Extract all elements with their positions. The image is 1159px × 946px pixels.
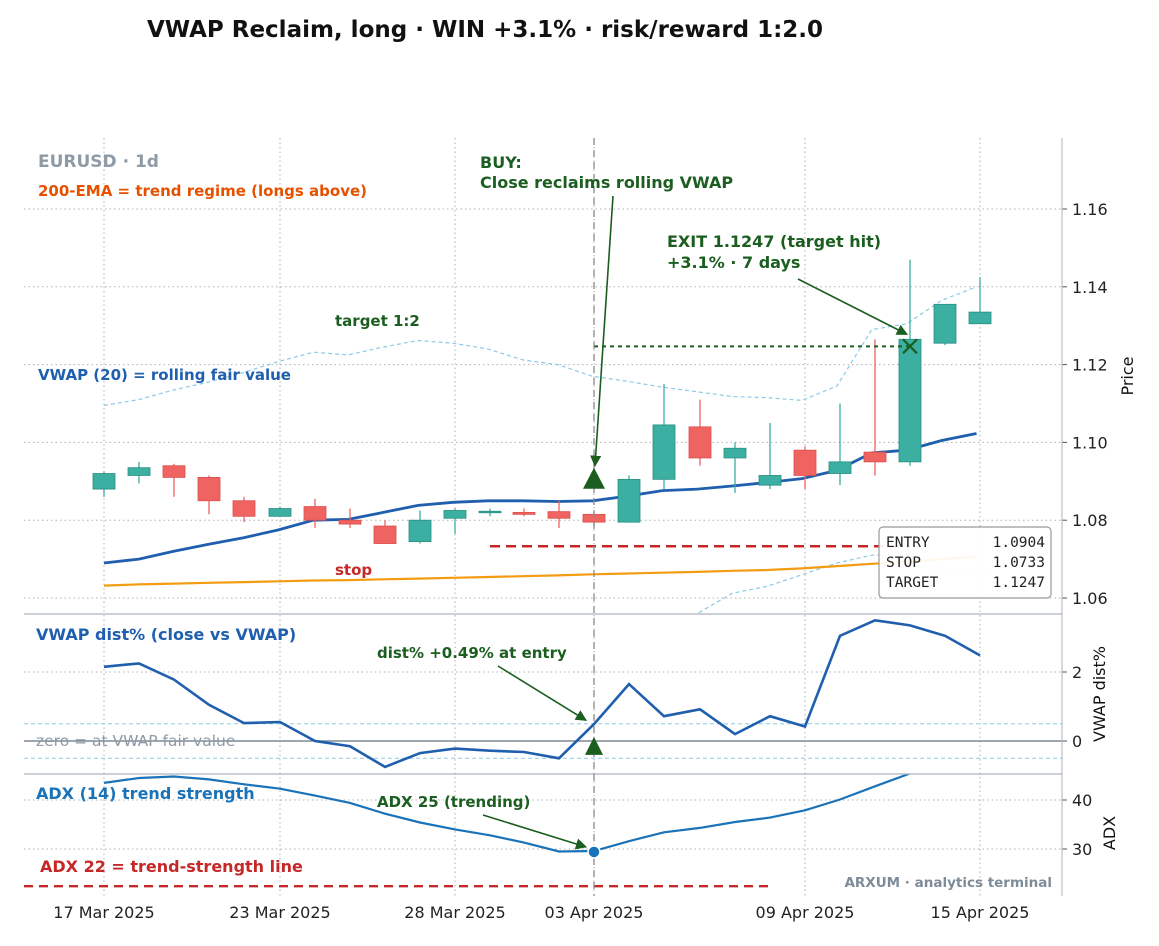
x-tick-label: 28 Mar 2025 (404, 903, 505, 922)
price-panel (92, 259, 1047, 614)
adx-tick-label: 30 (1072, 840, 1092, 859)
exit-label-line2: +3.1% · 7 days (667, 253, 800, 272)
trade-levels-box: ENTRY 1.0904 STOP 1.0733 TARGET 1.1247 (878, 526, 1052, 599)
entry-marker (583, 467, 605, 489)
candle-down (303, 506, 327, 521)
price-tick-label: 1.08 (1072, 511, 1108, 530)
x-tick-label: 09 Apr 2025 (756, 903, 855, 922)
candle-up (127, 467, 151, 476)
candle-down (197, 477, 221, 502)
exit-label-line1: EXIT 1.1247 (target hit) (667, 232, 881, 251)
x-tick-label: 17 Mar 2025 (53, 903, 154, 922)
vwap-20-line (103, 432, 977, 565)
box-target-label: TARGET (886, 575, 939, 591)
price-tick-label: 1.12 (1072, 356, 1108, 375)
candle-up (92, 473, 116, 490)
candle-up (408, 519, 432, 542)
grid-layer (24, 138, 1062, 896)
x-tick-label: 15 Apr 2025 (931, 903, 1030, 922)
box-entry-value: 1.0904 (993, 535, 1046, 551)
adx-entry-marker (587, 845, 601, 859)
dist-arrow (497, 665, 587, 721)
dist-tick-label: 0 (1072, 732, 1082, 751)
candle-down (162, 465, 186, 478)
candle-up (898, 338, 922, 463)
buy-label-line1: BUY: (480, 153, 522, 172)
price-tick-label: 1.16 (1072, 200, 1108, 219)
vwap-band-upper (103, 286, 977, 406)
x-tick-label: 03 Apr 2025 (545, 903, 644, 922)
candle-up (723, 447, 747, 459)
target-label: target 1:2 (335, 312, 420, 330)
candle-down (373, 525, 397, 544)
vwap-dist-line (103, 618, 981, 769)
adx-line (103, 774, 912, 853)
candle-down (232, 500, 256, 517)
candle-down (793, 449, 817, 476)
candle-down (512, 512, 536, 515)
box-stop-label: STOP (886, 555, 921, 571)
vwap-note: VWAP (20) = rolling fair value (38, 366, 291, 384)
adx-entry-note: ADX 25 (trending) (377, 793, 530, 811)
price-axis-label: Price (1118, 356, 1137, 395)
stop-label: stop (335, 561, 372, 579)
buy-label-line2: Close reclaims rolling VWAP (480, 173, 733, 192)
ema-note: 200-EMA = trend regime (longs above) (38, 182, 367, 200)
adx-line-note: ADX 22 = trend-strength line (40, 857, 303, 876)
candle-down (338, 519, 362, 525)
dist-entry-marker (585, 736, 603, 755)
box-entry-label: ENTRY (886, 535, 930, 551)
adx-tick-label: 40 (1072, 791, 1092, 810)
candle-down (863, 451, 887, 463)
candle-up (617, 478, 641, 523)
ticker-label: EURUSD · 1d (38, 152, 159, 172)
candle-up (652, 424, 676, 480)
exit-arrow (797, 278, 908, 336)
box-target-value: 1.1247 (993, 575, 1045, 591)
price-tick-label: 1.14 (1072, 278, 1108, 297)
adx-axis-label: ADX (1100, 816, 1119, 850)
dist-panel-title: VWAP dist% (close vs VWAP) (36, 625, 296, 644)
candle-up (443, 510, 467, 519)
adx-panel-title: ADX (14) trend strength (36, 784, 255, 803)
exit-marker (902, 338, 918, 355)
adx-panel (24, 774, 912, 888)
dist-zero-note: zero = at VWAP fair value (36, 732, 235, 750)
candle-up (933, 303, 957, 344)
candle-up (828, 461, 852, 474)
vwap-dist-panel (24, 618, 1062, 769)
dist-entry-note: dist% +0.49% at entry (377, 644, 567, 662)
candle-down (688, 426, 712, 459)
price-tick-label: 1.10 (1072, 433, 1108, 452)
candle-up (478, 510, 502, 514)
candle-up (268, 508, 292, 517)
adx-arrow (482, 814, 588, 850)
chart-title: VWAP Reclaim, long · WIN +3.1% · risk/re… (146, 17, 824, 43)
dist-tick-label: 2 (1072, 663, 1082, 682)
vwap-band-lower (694, 542, 1047, 614)
buy-arrow (590, 195, 614, 467)
x-tick-label: 23 Mar 2025 (229, 903, 330, 922)
axes-layer: 17 Mar 2025 23 Mar 2025 28 Mar 2025 03 Apr … (24, 138, 1108, 922)
watermark: ARXUM · analytics terminal (844, 875, 1052, 891)
candle-down (547, 511, 571, 519)
box-stop-value: 1.0733 (993, 555, 1045, 571)
candle-up (968, 311, 992, 325)
dist-axis-label: VWAP dist% (1090, 646, 1109, 742)
ema-200-line (103, 555, 977, 587)
candle-up (758, 475, 782, 486)
price-tick-label: 1.06 (1072, 589, 1108, 608)
annotation-layer (482, 138, 918, 896)
